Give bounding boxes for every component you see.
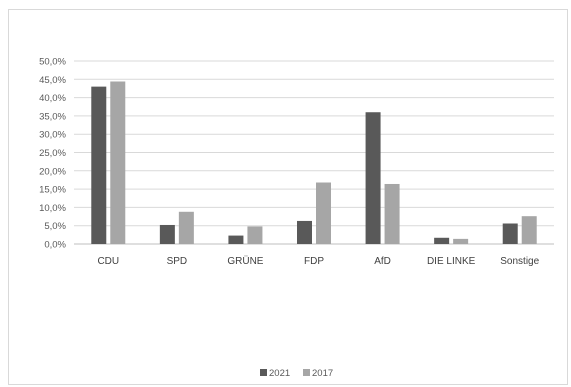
y-tick-label: 5,0%	[44, 221, 66, 232]
gridlines	[74, 60, 554, 245]
y-tick-label: 35,0%	[39, 111, 66, 122]
bar-2021-spd	[159, 224, 175, 244]
bar-2017-spd	[178, 211, 194, 244]
x-axis-category-labels: CDU SPD GRÜNE FDP AfD DIE LINKE Sonstige	[97, 255, 539, 267]
y-tick-label: 25,0%	[39, 148, 66, 159]
y-tick-label: 15,0%	[39, 185, 66, 196]
legend-swatch-2017	[303, 369, 310, 376]
bar-2017-grüne	[247, 226, 263, 244]
bar-2021-cdu	[91, 86, 107, 245]
y-tick-label: 45,0%	[39, 75, 66, 86]
x-category-label: FDP	[304, 256, 324, 267]
x-category-label: CDU	[97, 256, 119, 267]
y-tick-label: 20,0%	[39, 166, 66, 177]
legend-swatch-2021	[260, 369, 267, 376]
legend-label: 2021	[269, 368, 290, 379]
y-axis-tick-labels: 0,0% 5,0% 10,0% 15,0% 20,0% 25,0% 30,0% 35,0% 40…	[39, 57, 66, 251]
bar-2021-sonstige	[502, 223, 518, 244]
bar-2017-afd	[384, 183, 400, 244]
y-tick-label: 50,0%	[39, 57, 66, 68]
x-category-label: DIE LINKE	[427, 256, 476, 267]
bars	[91, 81, 537, 245]
bar-2021-grüne	[228, 235, 244, 244]
bar-2017-die-linke	[453, 238, 469, 244]
bar-2021-die-linke	[434, 237, 450, 244]
x-category-label: GRÜNE	[227, 255, 263, 267]
legend-label: 2017	[312, 368, 333, 379]
bar-2017-cdu	[110, 81, 126, 244]
x-category-label: Sonstige	[500, 256, 539, 267]
y-tick-label: 10,0%	[39, 203, 66, 214]
bar-2017-sonstige	[521, 216, 537, 244]
x-category-label: SPD	[167, 256, 188, 267]
y-tick-label: 0,0%	[44, 240, 66, 251]
bar-2021-fdp	[297, 220, 312, 244]
y-tick-label: 40,0%	[39, 93, 66, 104]
legend: 2021 2017	[260, 368, 333, 379]
y-tick-label: 30,0%	[39, 130, 66, 141]
bar-2017-fdp	[316, 182, 331, 244]
x-category-label: AfD	[374, 256, 391, 267]
bar-2021-afd	[365, 112, 381, 245]
